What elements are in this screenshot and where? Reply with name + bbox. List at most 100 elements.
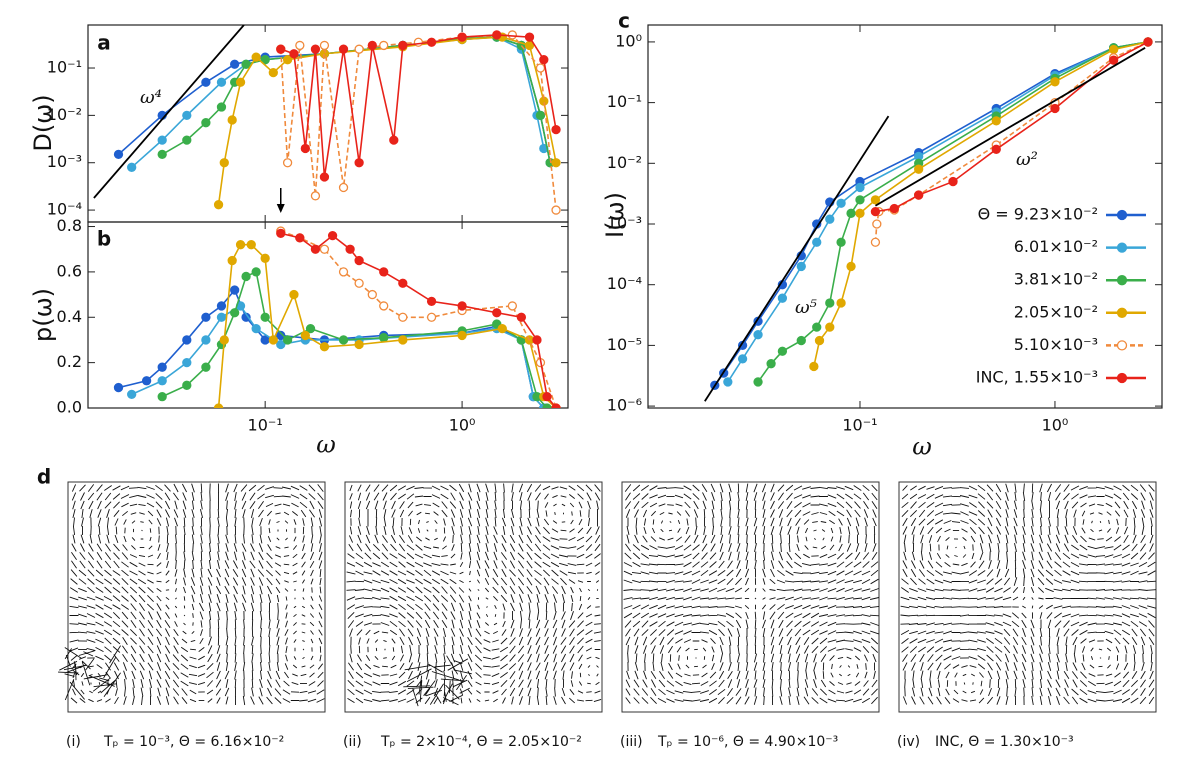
- data-point: [219, 158, 229, 168]
- y-tick-label: 10⁰: [615, 31, 642, 50]
- data-point: [157, 392, 167, 402]
- series-line: [727, 41, 1149, 383]
- data-point: [766, 359, 776, 369]
- data-point: [213, 200, 224, 210]
- y-tick-label: 10⁻²: [47, 105, 82, 124]
- data-point: [492, 308, 502, 318]
- data-point: [777, 293, 788, 303]
- vector-field: (iii) Tₚ = 10⁻⁶, Θ = 4.90×10⁻³: [620, 481, 880, 750]
- data-point: [846, 208, 856, 218]
- data-point: [260, 253, 270, 263]
- data-point: [836, 237, 846, 247]
- data-point: [398, 312, 408, 322]
- x-tick-label: 10⁰: [449, 416, 476, 435]
- data-point: [426, 37, 437, 47]
- data-point: [157, 135, 167, 145]
- data-point: [542, 392, 552, 402]
- data-point: [796, 335, 806, 346]
- data-point: [836, 298, 846, 308]
- data-point: [777, 346, 788, 356]
- data-point: [737, 354, 748, 364]
- y-tick-label: 0.8: [57, 216, 82, 235]
- data-point: [282, 55, 293, 65]
- legend-marker: [1116, 275, 1128, 286]
- data-point: [182, 135, 192, 145]
- legend-label: 3.81×10⁻²: [1014, 270, 1098, 289]
- caption-index: (iv): [897, 734, 920, 750]
- data-point: [141, 376, 152, 386]
- data-point: [1109, 44, 1119, 55]
- data-point: [251, 52, 261, 62]
- data-point: [379, 40, 389, 51]
- field-frame: [67, 481, 326, 713]
- data-point: [753, 377, 763, 387]
- data-point: [825, 214, 835, 224]
- data-point: [1050, 77, 1060, 87]
- data-point: [276, 330, 286, 341]
- series-line: [280, 34, 557, 178]
- guide-label: ω⁵: [795, 297, 817, 318]
- data-point: [539, 55, 549, 65]
- data-point: [723, 377, 733, 387]
- data-point: [201, 362, 211, 372]
- data-point: [327, 230, 338, 241]
- y-tick-label: 10⁻⁵: [607, 335, 642, 354]
- data-point: [127, 162, 137, 172]
- data-point: [260, 55, 270, 65]
- series-line: [217, 36, 557, 205]
- data-point: [227, 255, 237, 266]
- vector-field: (i) Tₚ = 10⁻³, Θ = 6.16×10⁻²: [57, 481, 326, 750]
- data-point: [319, 342, 330, 352]
- data-point: [457, 330, 467, 341]
- data-point: [241, 271, 251, 282]
- data-point: [398, 335, 408, 345]
- data-point: [914, 164, 924, 174]
- guide-line: [874, 47, 1146, 207]
- x-tick-label: 10⁰: [1042, 416, 1069, 435]
- data-point: [812, 322, 822, 332]
- panel-label: d: [37, 465, 51, 489]
- x-tick-label: 10⁻¹: [842, 416, 877, 435]
- data-point: [251, 267, 261, 277]
- y-tick-label: 10⁻³: [607, 214, 642, 233]
- legend-label: INC, 1.55×10⁻³: [976, 368, 1098, 387]
- data-point: [216, 77, 227, 87]
- y-tick-label: 10⁻³: [47, 152, 82, 171]
- arrow-head: [276, 204, 285, 213]
- data-point: [201, 77, 211, 87]
- legend-marker: [1116, 209, 1128, 221]
- series-line: [280, 230, 557, 408]
- data-point: [497, 323, 507, 334]
- data-point: [809, 361, 819, 372]
- y-tick-label: 0.4: [57, 307, 82, 326]
- caption-index: (iii): [620, 734, 643, 750]
- data-point: [235, 77, 246, 87]
- data-point: [855, 195, 865, 205]
- legend-marker: [1116, 242, 1128, 253]
- data-point: [127, 389, 137, 400]
- data-point: [310, 191, 321, 201]
- data-point: [201, 335, 211, 345]
- data-point: [991, 144, 1001, 154]
- data-point: [457, 32, 467, 42]
- y-tick-label: 10⁻⁶: [607, 396, 642, 415]
- field-frame: [898, 481, 1157, 713]
- data-point: [855, 182, 865, 193]
- data-point: [812, 237, 822, 247]
- data-point: [367, 289, 377, 300]
- data-point: [551, 124, 561, 135]
- caption-index: (ii): [343, 734, 362, 750]
- y-tick-label: 10⁻⁴: [47, 200, 82, 219]
- data-point: [535, 110, 546, 121]
- data-point: [260, 312, 270, 322]
- field-frame: [344, 481, 603, 713]
- series-line: [279, 34, 557, 211]
- data-point: [551, 205, 561, 215]
- series-line: [131, 304, 545, 408]
- data-point: [948, 176, 958, 187]
- y-tick-label: 10⁻¹: [607, 92, 642, 111]
- vectors: [623, 483, 880, 706]
- y-tick-label: 0.2: [57, 352, 82, 371]
- data-point: [310, 244, 321, 254]
